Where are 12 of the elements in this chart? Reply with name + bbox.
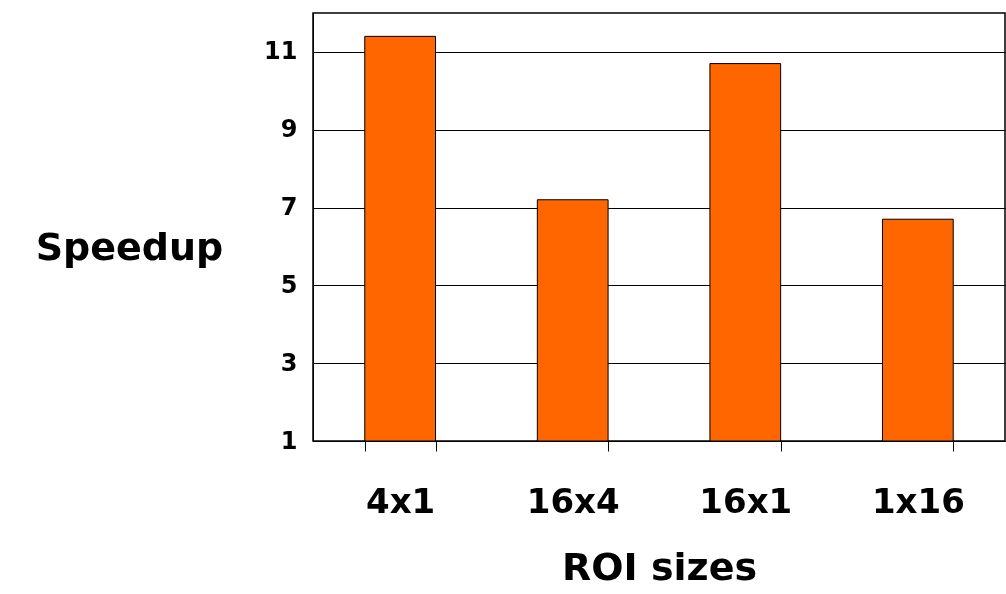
x-tick-label: 4x1 bbox=[366, 480, 436, 521]
x-tick-label: 16x1 bbox=[699, 480, 793, 521]
y-tick-label: 3 bbox=[280, 348, 298, 377]
x-axis-title: ROI sizes bbox=[561, 544, 758, 589]
y-tick-label: 11 bbox=[264, 37, 298, 66]
y-tick-label: 9 bbox=[280, 115, 298, 144]
y-axis-title: Speedup bbox=[35, 224, 224, 269]
y-tick-label: 5 bbox=[280, 270, 298, 299]
y-tick-label: 7 bbox=[280, 193, 298, 222]
x-tick-label: 16x4 bbox=[526, 480, 620, 521]
y-tick-label: 1 bbox=[280, 426, 298, 455]
x-tick-label: 1x16 bbox=[871, 480, 965, 521]
